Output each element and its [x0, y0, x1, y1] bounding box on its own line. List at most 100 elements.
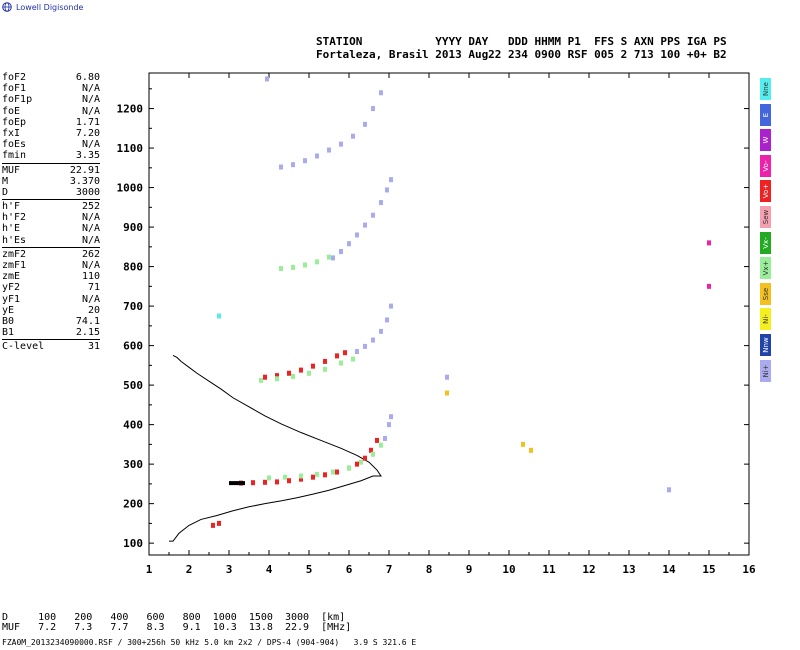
echo-point: [351, 356, 355, 362]
echo-point: [339, 360, 343, 366]
legend-label: Nnw: [761, 337, 770, 353]
echo-point: [275, 479, 279, 485]
echo-point: [217, 520, 221, 526]
header-line-1: STATION YYYY DAY DDD HHMM P1 FFS S AXN P…: [316, 35, 727, 48]
param-row: yE 20: [2, 305, 100, 316]
param-row: zmF2 262: [2, 249, 100, 260]
param-row: foEs N/A: [2, 139, 100, 150]
echo-point: [667, 487, 671, 493]
echo-point: [287, 478, 291, 484]
echo-point: [363, 222, 367, 228]
param-label: h'Es: [2, 234, 27, 246]
echo-point: [299, 476, 303, 482]
param-label: zmF1: [2, 260, 27, 271]
echo-point: [311, 363, 315, 369]
echo-point: [283, 474, 287, 480]
echo-point: [355, 232, 359, 238]
logo-text: Lowell Digisonde: [16, 2, 84, 12]
param-label: B0: [2, 315, 15, 327]
param-label: foF1p: [2, 94, 33, 106]
echo-point: [363, 121, 367, 127]
param-label: foF2: [2, 72, 27, 83]
echo-point: [263, 374, 267, 380]
echo-point: [363, 343, 367, 349]
param-row: foF1 N/A: [2, 83, 100, 94]
x-tick-label: 16: [742, 563, 756, 576]
legend-item: Vo-: [760, 154, 771, 177]
param-label: h'F2: [2, 212, 27, 224]
echo-point: [383, 435, 387, 441]
echo-point: [389, 414, 393, 420]
x-tick-label: 2: [186, 563, 193, 576]
param-value: 22.91: [69, 164, 100, 176]
param-label: yE: [2, 304, 15, 316]
echo-point: [355, 349, 359, 355]
param-value: N/A: [81, 105, 100, 117]
echo-point: [347, 465, 351, 471]
echo-point-black: [233, 481, 237, 486]
x-tick-label: 5: [306, 563, 313, 576]
param-value: 262: [81, 248, 100, 260]
echo-point: [275, 376, 279, 382]
echo-point: [343, 350, 347, 356]
x-tick-label: 6: [346, 563, 353, 576]
echo-point: [263, 479, 267, 485]
param-row: foF2 6.80: [2, 72, 100, 83]
echo-point: [315, 471, 319, 477]
legend-item: Vx+: [760, 257, 771, 280]
echo-point: [303, 262, 307, 268]
echo-point: [323, 472, 327, 478]
param-label: foEs: [2, 139, 27, 151]
param-row: yF1 N/A: [2, 294, 100, 305]
muf-table-muf-row: MUF 7.2 7.3 7.7 8.3 9.1 10.3 13.8 22.9 […: [2, 622, 352, 633]
legend-label: Vo-: [761, 160, 770, 172]
echo-point: [251, 480, 255, 486]
legend-item: Nne: [760, 78, 771, 100]
param-separator: [2, 162, 100, 164]
param-row: foF1p N/A: [2, 94, 100, 105]
echo-point: [307, 370, 311, 376]
y-tick-label: 300: [123, 458, 143, 471]
param-label: C-level: [2, 341, 45, 353]
echo-point: [327, 147, 331, 153]
param-label: B1: [2, 327, 15, 339]
echo-point: [379, 200, 383, 206]
echo-point: [707, 283, 711, 289]
param-value: 110: [81, 271, 100, 283]
echo-point: [331, 255, 335, 261]
y-tick-label: 700: [123, 300, 143, 313]
echo-point: [707, 240, 711, 246]
param-separator: [2, 246, 100, 248]
param-row: zmF1 N/A: [2, 260, 100, 271]
x-tick-label: 9: [466, 563, 473, 576]
y-tick-label: 200: [123, 498, 143, 511]
param-row: zmE 110: [2, 271, 100, 282]
param-value: 71: [87, 282, 100, 294]
echo-point-black: [241, 481, 245, 486]
echo-point: [355, 461, 359, 467]
param-row: D 3000: [2, 187, 100, 198]
param-value: 1.71: [75, 116, 100, 128]
x-tick-label: 11: [542, 563, 556, 576]
legend-label: Vo+: [761, 184, 770, 199]
legend-item: Nnw: [760, 333, 771, 356]
y-tick-label: 600: [123, 340, 143, 353]
param-separator: [2, 339, 100, 341]
echo-point: [529, 447, 533, 453]
param-value: N/A: [81, 94, 100, 106]
legend-item: Ni-: [760, 308, 771, 331]
echo-point: [385, 187, 389, 193]
parameter-panel: foF2 6.80 foF1 N/A foF1p N/A foE N/A foEp 1.71 fxI…: [2, 72, 100, 353]
echo-point: [339, 141, 343, 147]
param-label: M: [2, 175, 9, 187]
legend-item: W: [760, 129, 771, 152]
y-tick-label: 1200: [117, 103, 144, 116]
echo-point: [265, 76, 269, 82]
param-separator: [2, 199, 100, 201]
echo-point: [521, 441, 525, 447]
echo-point: [369, 447, 373, 453]
echo-point: [347, 241, 351, 247]
x-tick-label: 1: [146, 563, 153, 576]
echo-point: [327, 254, 331, 260]
